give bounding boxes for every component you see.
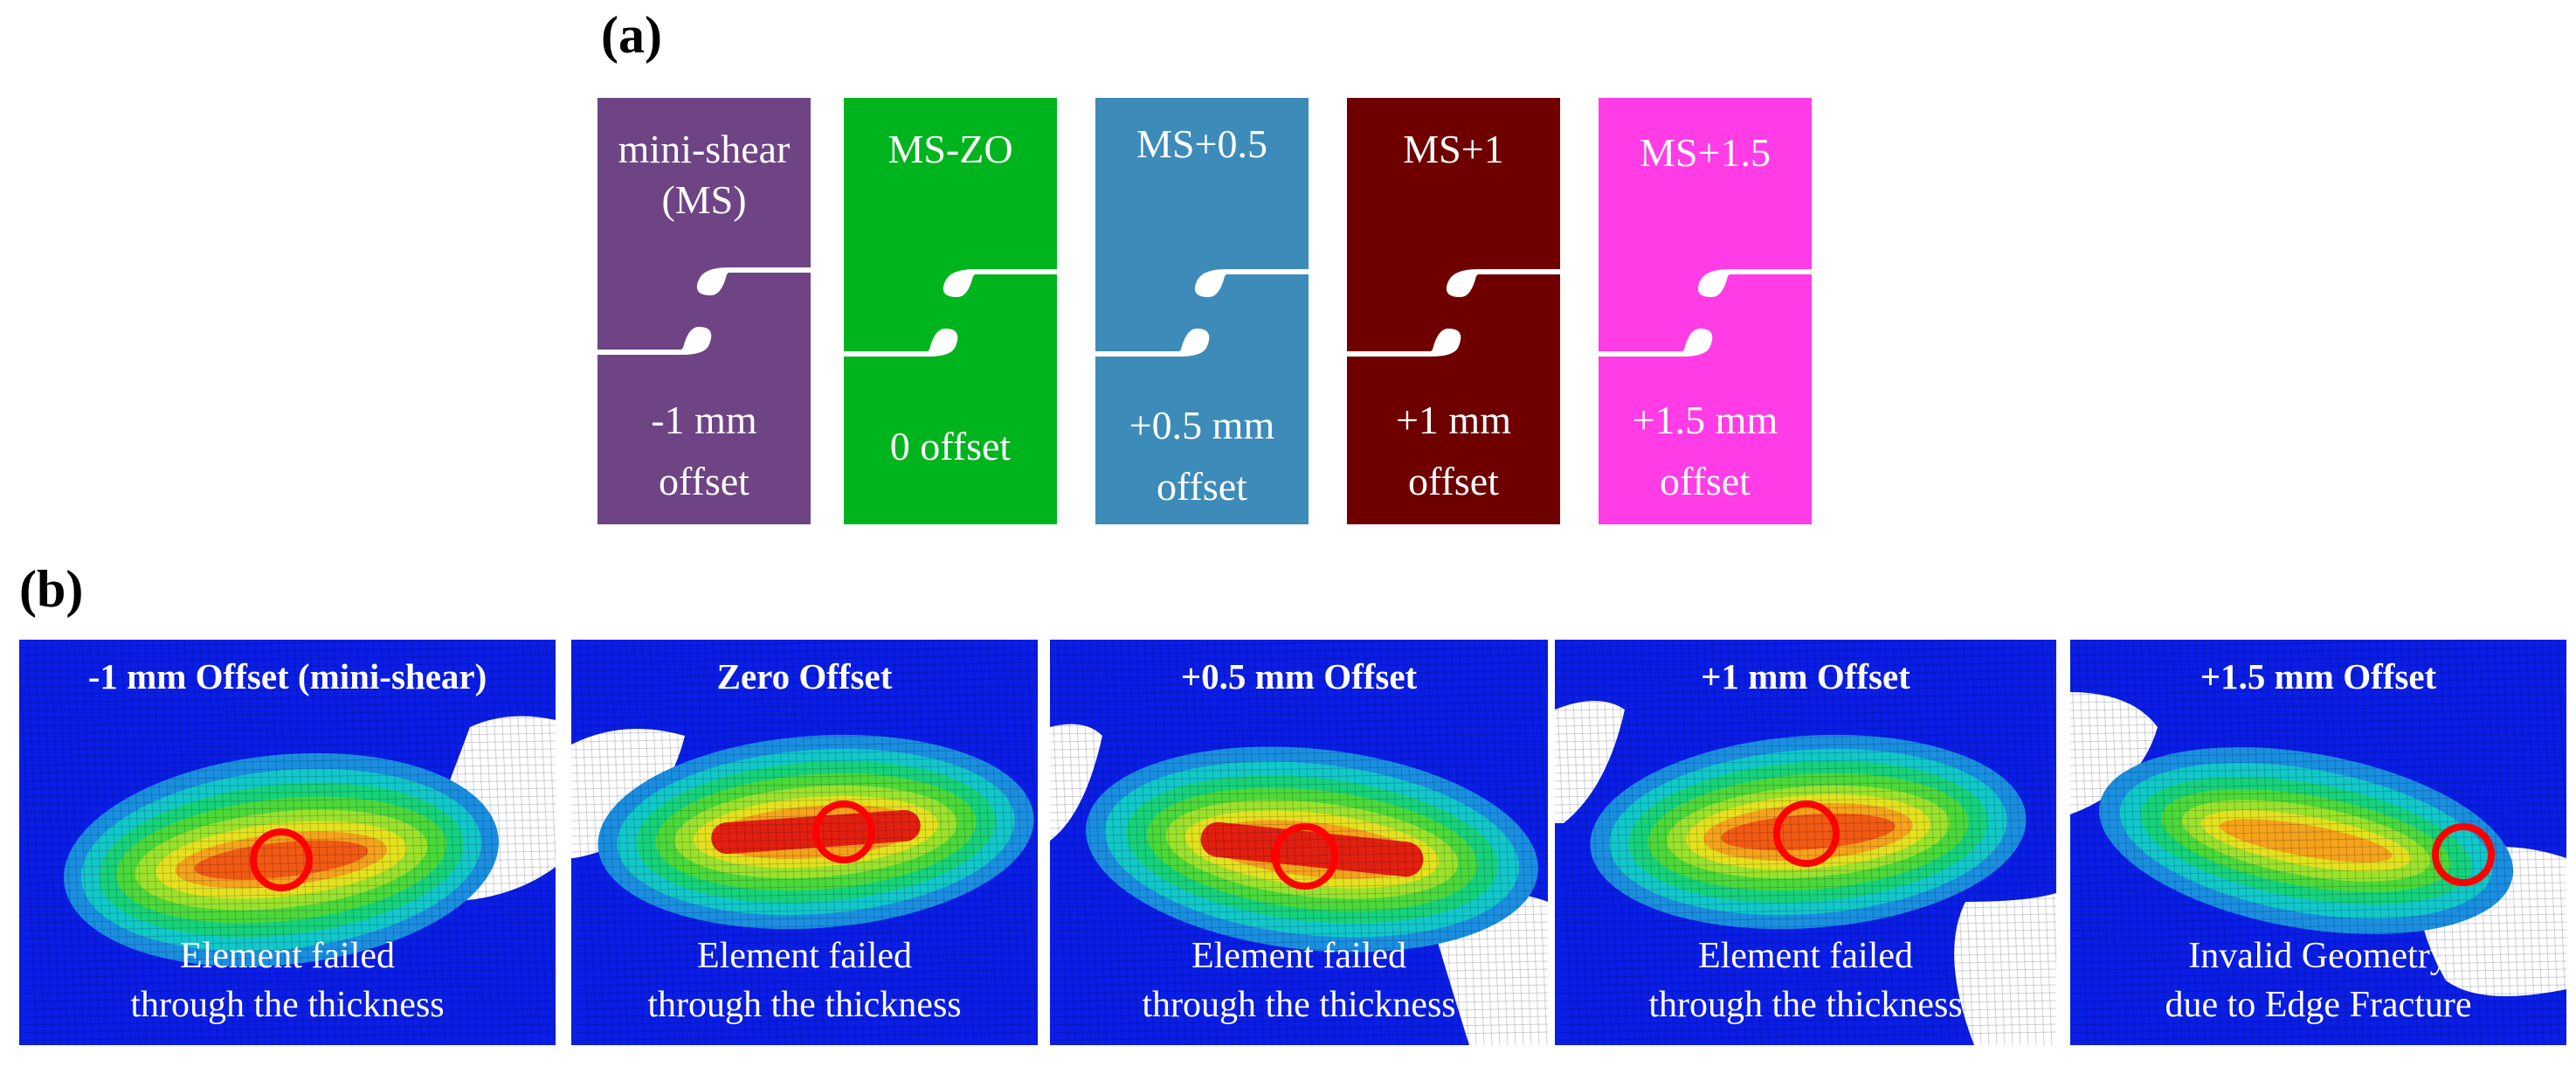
contour-plot: [571, 640, 1038, 1045]
contour-plot: [19, 640, 556, 1045]
specimen-ms-1: MS+1 +1 mm offset: [1347, 98, 1560, 524]
specimen-ms-0-5: MS+0.5 +0.5 mm offset: [1095, 98, 1309, 524]
specimen-ms-shape: [597, 98, 811, 524]
specimen-ms: mini-shear (MS) -1 mm offset: [597, 98, 811, 524]
simulation-caption: Element failed through the thickness: [1142, 936, 1456, 1025]
panel-a-label: (a): [601, 6, 662, 64]
simulation-title: -1 mm Offset (mini-shear): [87, 656, 487, 696]
simulation-caption: Element failed through the thickness: [647, 936, 962, 1025]
simulation-caption: Element failed through the thickness: [130, 936, 445, 1025]
contour-plot: [1050, 640, 1548, 1045]
specimen-title: MS-ZO: [887, 127, 1013, 171]
simulation-title: Zero Offset: [716, 656, 893, 696]
specimen-ms-0-5-shape: [1095, 98, 1309, 524]
specimen-offset-label: 0 offset: [889, 424, 1012, 468]
specimen-title: MS+0.5: [1136, 121, 1267, 166]
specimen-ms-zo: MS-ZO 0 offset: [844, 98, 1057, 524]
specimen-title: MS+1.5: [1640, 130, 1771, 175]
simulation-0-5-offset: +0.5 mm Offset Element failed through th…: [1050, 640, 1548, 1045]
specimen-ms-1-5: MS+1.5 +1.5 mm offset: [1599, 98, 1812, 524]
specimen-ms-1-5-shape: [1599, 98, 1812, 524]
specimen-offset-label: +1.5 mm offset: [1632, 398, 1778, 503]
specimen-ms-zo-shape: [844, 98, 1057, 524]
contour-plot: [1555, 640, 2056, 1045]
simulation-1-offset: +1 mm Offset Element failed through the …: [1555, 640, 2056, 1045]
simulation-zero-offset: Zero Offset Element failed through the t…: [571, 640, 1038, 1045]
simulation-caption: Invalid Geometry due to Edge Fracture: [2165, 936, 2472, 1025]
specimen-title: mini-shear (MS): [618, 127, 791, 222]
simulation-mini-shear: -1 mm Offset (mini-shear) Element failed…: [19, 640, 556, 1045]
specimen-ms-1-shape: [1347, 98, 1560, 524]
specimen-offset-label: +1 mm offset: [1395, 398, 1511, 503]
simulation-caption: Element failed through the thickness: [1648, 936, 1963, 1025]
panel-b-label: (b): [19, 560, 84, 618]
simulation-title: +0.5 mm Offset: [1180, 656, 1418, 696]
specimen-title: MS+1: [1403, 127, 1504, 171]
specimen-offset-label: -1 mm offset: [651, 398, 757, 503]
simulation-title: +1 mm Offset: [1701, 656, 1910, 696]
specimen-offset-label: +0.5 mm offset: [1129, 403, 1275, 509]
simulation-title: +1.5 mm Offset: [2200, 656, 2437, 696]
contour-plot: [2070, 640, 2566, 1045]
simulation-1-5-offset: +1.5 mm Offset Invalid Geometry due to E…: [2070, 640, 2566, 1045]
